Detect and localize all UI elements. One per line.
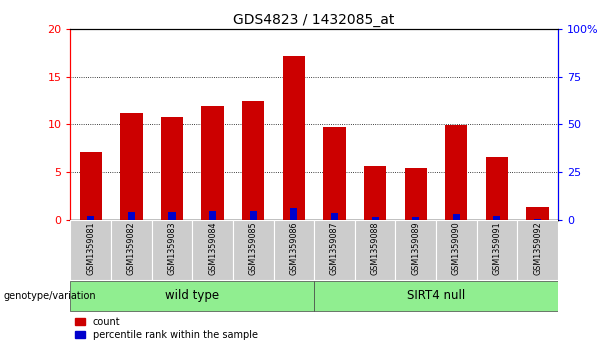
Text: GSM1359092: GSM1359092 xyxy=(533,221,542,275)
Bar xyxy=(445,125,468,220)
Bar xyxy=(233,220,273,280)
Bar xyxy=(80,152,102,220)
Bar xyxy=(323,127,346,220)
Bar xyxy=(169,212,175,220)
Bar xyxy=(314,281,558,310)
Bar xyxy=(291,208,297,220)
Bar xyxy=(412,217,419,220)
Bar xyxy=(249,211,257,220)
Text: GSM1359087: GSM1359087 xyxy=(330,221,339,275)
Bar xyxy=(355,220,395,280)
Bar xyxy=(485,157,508,220)
Bar xyxy=(87,216,94,220)
Bar xyxy=(534,219,541,220)
Text: GSM1359081: GSM1359081 xyxy=(86,222,95,275)
Bar xyxy=(70,281,314,310)
Bar xyxy=(111,220,151,280)
Bar xyxy=(70,220,111,280)
Bar xyxy=(242,101,264,220)
Bar xyxy=(371,217,379,220)
Bar xyxy=(152,220,192,280)
Bar xyxy=(453,213,460,220)
Bar xyxy=(395,220,436,280)
Title: GDS4823 / 1432085_at: GDS4823 / 1432085_at xyxy=(234,13,395,26)
Bar xyxy=(202,106,224,220)
Text: GSM1359085: GSM1359085 xyxy=(249,221,257,275)
Text: GSM1359090: GSM1359090 xyxy=(452,221,461,275)
Text: GSM1359088: GSM1359088 xyxy=(371,222,379,275)
Bar xyxy=(436,220,477,280)
Bar xyxy=(405,168,427,220)
Text: GSM1359082: GSM1359082 xyxy=(127,221,136,275)
Bar xyxy=(517,220,558,280)
Bar xyxy=(477,220,517,280)
Bar xyxy=(527,207,549,220)
Text: SIRT4 null: SIRT4 null xyxy=(407,289,465,302)
Bar xyxy=(283,56,305,220)
Legend: count, percentile rank within the sample: count, percentile rank within the sample xyxy=(75,317,258,340)
Bar xyxy=(331,213,338,220)
Bar xyxy=(209,211,216,220)
Text: wild type: wild type xyxy=(166,289,219,302)
Bar xyxy=(493,216,500,220)
Text: GSM1359083: GSM1359083 xyxy=(167,222,177,275)
Bar xyxy=(128,212,135,220)
Bar xyxy=(314,220,355,280)
Text: genotype/variation: genotype/variation xyxy=(3,291,96,301)
Bar xyxy=(364,166,386,220)
Text: GSM1359091: GSM1359091 xyxy=(492,221,501,275)
Text: GSM1359086: GSM1359086 xyxy=(289,222,299,275)
Bar xyxy=(161,117,183,220)
Text: GSM1359089: GSM1359089 xyxy=(411,221,420,275)
Bar xyxy=(273,220,314,280)
Bar xyxy=(120,113,143,220)
Bar xyxy=(192,220,233,280)
Text: GSM1359084: GSM1359084 xyxy=(208,222,217,275)
